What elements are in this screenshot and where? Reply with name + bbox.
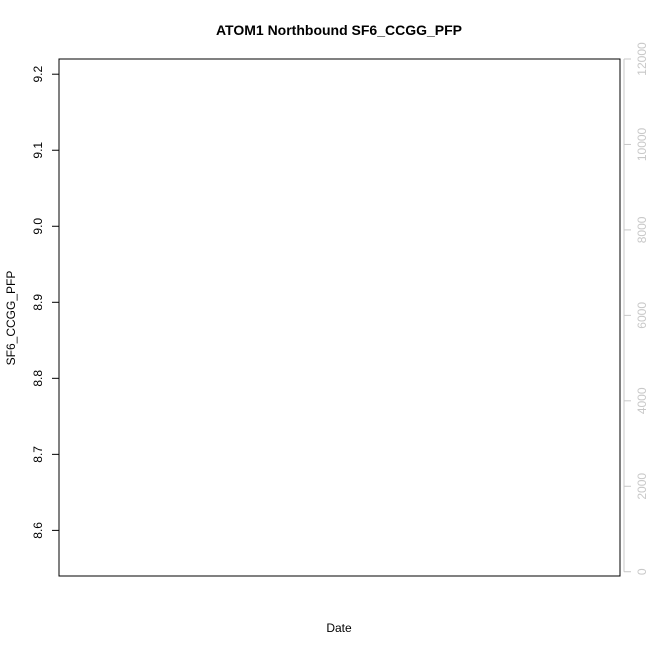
plot-frame bbox=[58, 58, 621, 577]
y2-tick-label: 8000 bbox=[635, 216, 649, 243]
y-tick-label: 9.0 bbox=[31, 218, 45, 235]
y2-axis: 0 2000 4000 6000 8000 10000 12000 bbox=[623, 42, 649, 575]
y-tick-label: 9.1 bbox=[31, 142, 45, 159]
y-axis: 8.6 8.7 8.8 8.9 9.0 9.1 9.2 bbox=[31, 66, 59, 539]
y-tick-label: 9.2 bbox=[31, 66, 45, 83]
y-axis-label: SF6_CCGG_PFP bbox=[4, 271, 18, 366]
chart-title: ATOM1 Northbound SF6_CCGG_PFP bbox=[216, 22, 462, 38]
y2-tick-label: 10000 bbox=[635, 127, 649, 161]
y2-tick-label: 12000 bbox=[635, 42, 649, 76]
y2-tick-label: 4000 bbox=[635, 387, 649, 414]
y-tick-label: 8.6 bbox=[31, 522, 45, 539]
x-axis-label: Date bbox=[326, 621, 352, 635]
y-tick-label: 8.9 bbox=[31, 294, 45, 311]
y2-tick-label: 0 bbox=[635, 568, 649, 575]
y2-tick-label: 6000 bbox=[635, 302, 649, 329]
y-tick-label: 8.8 bbox=[31, 370, 45, 387]
y2-tick-label: 2000 bbox=[635, 473, 649, 500]
y-tick-label: 8.7 bbox=[31, 446, 45, 463]
